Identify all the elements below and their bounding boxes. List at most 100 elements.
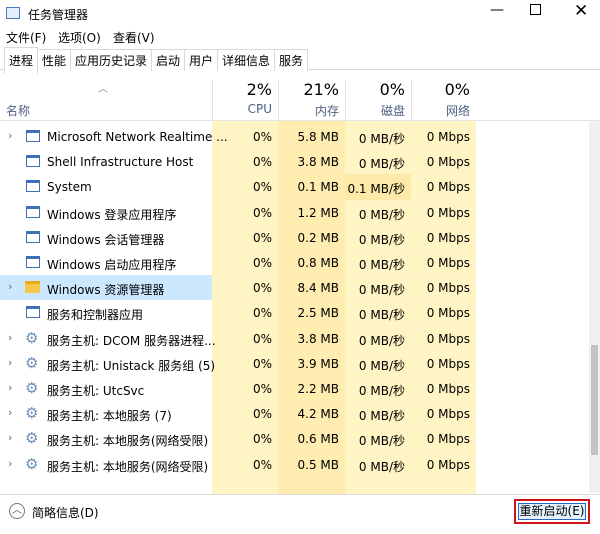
cell-value: 0.6 MB	[297, 432, 339, 447]
cell-value: 0%	[252, 281, 272, 296]
process-name[interactable]: Microsoft Network Realtime ...	[47, 130, 228, 144]
collapse-icon[interactable]: ︿	[9, 503, 25, 519]
process-name[interactable]: Windows 启动应用程序	[47, 258, 177, 272]
cell-value: 0 MB/秒	[358, 157, 405, 172]
process-icon	[26, 155, 40, 168]
expand-arrow[interactable]: ›	[8, 330, 13, 344]
cell-value: 0%	[252, 382, 272, 396]
process-name[interactable]: 服务主机: Unistack 服务组 (5)	[47, 358, 216, 373]
tab[interactable]: 服务	[274, 49, 309, 71]
cell-value: 0 Mbps	[426, 356, 470, 371]
process-name[interactable]: 服务主机: 本地服务(网络受限)	[47, 434, 209, 449]
header-border	[0, 120, 600, 121]
expand-arrow[interactable]: ›	[8, 456, 13, 470]
cell-value: 0 Mbps	[426, 155, 470, 170]
expand-arrow[interactable]: ›	[8, 381, 13, 394]
cell-value: 0.5 MB	[297, 457, 339, 472]
tab[interactable]: 启动	[151, 49, 186, 71]
process-name[interactable]: 服务主机: 本地服务(网络受限)	[47, 459, 209, 474]
tab[interactable]: 性能	[37, 49, 72, 71]
expand-arrow[interactable]: ›	[8, 355, 13, 369]
tab[interactable]: 详细信息	[217, 49, 276, 71]
cell-value: 0 Mbps	[426, 130, 470, 144]
scrollbar-thumb[interactable]	[591, 345, 598, 455]
cell-value: 8.4 MB	[297, 281, 339, 296]
cell-value: 0%	[252, 230, 272, 245]
cell-value: 0 Mbps	[426, 407, 470, 422]
cell-value: 0 Mbps	[426, 281, 470, 296]
cell-value: 0.1 MB	[297, 180, 339, 195]
column-background	[411, 121, 476, 494]
process-name[interactable]: Shell Infrastructure Host	[47, 155, 194, 170]
process-name[interactable]: 服务主机: DCOM 服务器进程...	[47, 333, 216, 348]
cell-value: 4.2 MB	[297, 407, 339, 422]
fewer-details-link[interactable]: 简略信息(D)	[32, 506, 99, 520]
column-label[interactable]: 磁盘	[380, 104, 405, 118]
cell-value: 0 Mbps	[426, 306, 470, 321]
process-icon: ⚙	[25, 328, 39, 347]
process-name[interactable]: 服务和控制器应用	[47, 308, 144, 323]
process-name[interactable]: Windows 登录应用程序	[47, 207, 177, 222]
cell-value: 0%	[252, 155, 272, 170]
footer	[0, 494, 600, 534]
column-label[interactable]: 内存	[314, 104, 339, 118]
cell-value: 0%	[252, 205, 272, 220]
cell-value: 0%	[252, 407, 272, 422]
tab[interactable]: 应用历史记录	[70, 49, 153, 71]
maximize-button[interactable]	[530, 4, 541, 15]
scrollbar[interactable]	[589, 121, 600, 493]
sort-arrow: ︿	[98, 84, 108, 95]
minimize-button[interactable]: —	[490, 2, 504, 18]
cell-value: 0%	[252, 356, 272, 371]
menu-item[interactable]: 选项(O)	[58, 31, 101, 45]
cell-value: 3.9 MB	[297, 356, 339, 371]
process-icon: ⚙	[25, 353, 39, 372]
expand-arrow[interactable]: ›	[8, 431, 13, 445]
cell-value: 0.8 MB	[297, 256, 339, 270]
cell-value: 3.8 MB	[297, 155, 339, 170]
disk-heat	[345, 174, 411, 200]
cell-value: 0 Mbps	[426, 256, 470, 270]
column-percent[interactable]: 0%	[444, 80, 470, 99]
expand-arrow[interactable]: ›	[8, 129, 13, 142]
column-label[interactable]: 网络	[445, 104, 470, 118]
process-icon: ⚙	[25, 404, 39, 423]
cell-value: 0%	[252, 432, 272, 447]
process-icon	[26, 230, 40, 243]
cell-value: 0 MB/秒	[358, 207, 405, 222]
column-percent[interactable]: 2%	[246, 80, 272, 99]
process-name[interactable]: 服务主机: 本地服务 (7)	[47, 409, 172, 424]
cell-value: 0 MB/秒	[358, 434, 405, 449]
expand-arrow[interactable]: ›	[8, 406, 13, 420]
close-button[interactable]: ✕	[574, 1, 589, 21]
cell-value: 0 MB/秒	[358, 283, 405, 298]
column-background	[212, 121, 278, 494]
column-percent[interactable]: 0%	[379, 80, 405, 99]
highlight-box: 重新启动(E)	[514, 499, 590, 524]
cell-value: 2.2 MB	[297, 382, 339, 396]
process-name[interactable]: 服务主机: UtcSvc	[47, 384, 145, 398]
tab[interactable]: 用户	[184, 49, 219, 71]
column-percent[interactable]: 21%	[303, 80, 339, 99]
window-title: 任务管理器	[28, 8, 89, 22]
name-header[interactable]: 名称	[6, 104, 31, 118]
process-icon	[26, 306, 40, 319]
restart-button[interactable]: 重新启动(E)	[518, 503, 586, 520]
cell-value: 0 Mbps	[426, 331, 470, 346]
process-name[interactable]: Windows 会话管理器	[47, 232, 165, 247]
column-label[interactable]: CPU	[247, 102, 272, 116]
cell-value: 0 Mbps	[426, 205, 470, 220]
menu-item[interactable]: 文件(F)	[6, 31, 47, 45]
tab[interactable]: 进程	[4, 47, 39, 74]
process-name[interactable]: System	[47, 180, 92, 195]
expand-arrow[interactable]: ›	[8, 280, 13, 294]
process-icon	[26, 256, 40, 268]
cell-value: 0%	[252, 256, 272, 270]
column-background	[278, 121, 345, 494]
app-icon	[6, 7, 20, 19]
menu-item[interactable]: 查看(V)	[113, 31, 155, 45]
process-name[interactable]: Windows 资源管理器	[47, 283, 165, 298]
cell-value: 0 MB/秒	[358, 384, 405, 398]
cell-value: 0.2 MB	[297, 230, 339, 245]
